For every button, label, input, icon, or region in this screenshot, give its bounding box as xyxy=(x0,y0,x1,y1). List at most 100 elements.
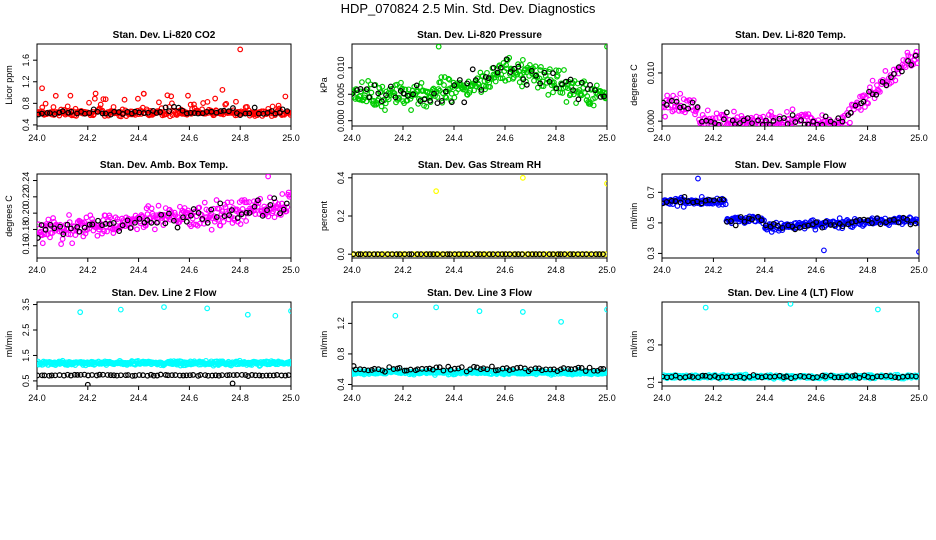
data-point xyxy=(882,68,889,74)
data-point xyxy=(216,372,222,379)
panel-2-series-reference xyxy=(352,56,607,107)
data-point xyxy=(557,366,564,373)
panel-3-points xyxy=(662,48,919,126)
data-point xyxy=(819,112,826,119)
panel-4-points xyxy=(37,174,291,247)
data-point xyxy=(522,365,528,372)
data-point xyxy=(235,209,242,216)
data-point xyxy=(60,231,67,238)
data-point xyxy=(523,81,530,88)
data-point xyxy=(451,82,458,89)
panel-7-points xyxy=(37,304,291,386)
data-point xyxy=(136,215,143,222)
data-point xyxy=(212,95,219,102)
data-point xyxy=(166,210,172,217)
data-point xyxy=(204,98,211,105)
data-point xyxy=(378,89,384,95)
data-point xyxy=(421,96,428,103)
panel-2-ytick-label: 0.005 xyxy=(336,83,346,106)
data-point xyxy=(749,120,755,126)
data-point xyxy=(502,77,509,84)
data-point xyxy=(382,368,388,375)
data-point xyxy=(904,373,911,380)
panel-8-frame xyxy=(351,301,608,387)
data-point xyxy=(503,62,510,68)
data-point xyxy=(902,64,909,71)
panel-9-xtick-label: 24.8 xyxy=(859,393,877,403)
data-point xyxy=(107,372,114,379)
data-point xyxy=(492,78,499,85)
data-point xyxy=(907,221,914,228)
data-point xyxy=(511,251,518,258)
data-point xyxy=(873,91,880,98)
data-point xyxy=(354,87,360,93)
data-point xyxy=(45,216,52,223)
panel-6-points xyxy=(662,175,919,255)
data-point xyxy=(114,372,120,379)
panel-9: Stan. Dev. Line 4 (LT) Flow ml/min 24.0 24.… xyxy=(629,288,928,403)
data-point xyxy=(891,70,897,77)
data-point xyxy=(74,371,81,378)
panel-1-ytick-label: 1.2 xyxy=(21,76,31,89)
data-point xyxy=(440,367,447,374)
data-point xyxy=(434,100,441,107)
panel-1-frame xyxy=(36,43,292,127)
panel-9-xtick-label: 25.0 xyxy=(910,393,928,403)
data-point xyxy=(219,372,226,379)
data-point xyxy=(122,372,129,379)
data-point xyxy=(375,90,382,97)
outlier-point xyxy=(519,56,526,63)
outlier-point xyxy=(787,302,794,307)
panel-1-title: Stan. Dev. Li-820 CO2 xyxy=(113,30,216,41)
data-point xyxy=(578,364,585,371)
data-point xyxy=(57,223,64,230)
data-point xyxy=(64,221,71,228)
data-point xyxy=(792,119,799,125)
data-point xyxy=(150,372,157,379)
data-point xyxy=(908,62,915,68)
panel-6-ytick-label: 0.7 xyxy=(646,186,656,199)
panel-3-xtick-label: 25.0 xyxy=(910,133,928,143)
data-point xyxy=(252,372,259,379)
panel-3-xtick-label: 24.8 xyxy=(859,133,877,143)
panel-2-xtick-label: 24.4 xyxy=(445,133,463,143)
panel-7-xtick-label: 25.0 xyxy=(282,393,300,403)
data-point xyxy=(226,212,233,219)
panel-7-ytick-label: 3.5 xyxy=(21,298,31,311)
panel-8-xtick-label: 24.6 xyxy=(496,393,514,403)
data-point xyxy=(844,373,850,380)
outlier-point xyxy=(874,306,881,313)
data-point xyxy=(839,374,845,381)
data-point xyxy=(555,67,562,74)
panel-5-xtick-label: 24.8 xyxy=(547,265,565,275)
data-point xyxy=(715,374,722,381)
panel-7-xtick-label: 24.0 xyxy=(28,393,46,403)
data-point xyxy=(89,221,96,228)
outlier-point xyxy=(604,306,607,313)
data-point xyxy=(217,108,224,114)
panel-3-title: Stan. Dev. Li-820 Temp. xyxy=(735,30,846,41)
panel-6-ytick-label: 0.3 xyxy=(646,247,656,260)
data-point xyxy=(100,96,107,103)
data-point xyxy=(759,121,766,126)
data-point xyxy=(582,368,589,374)
data-point xyxy=(572,365,579,372)
panel-9-series-main xyxy=(662,302,919,382)
data-point xyxy=(243,209,250,216)
data-point xyxy=(864,217,871,224)
data-point xyxy=(858,107,864,113)
data-point xyxy=(208,226,215,233)
data-point xyxy=(277,210,284,217)
data-point xyxy=(37,235,41,241)
data-point xyxy=(116,228,123,234)
panel-3: Stan. Dev. Li-820 Temp. degrees C 24.0 24.2… xyxy=(629,30,928,143)
data-point xyxy=(135,95,141,102)
data-point xyxy=(434,94,441,100)
data-point xyxy=(127,225,134,231)
data-point xyxy=(758,217,765,224)
data-point xyxy=(755,117,762,124)
data-point xyxy=(706,374,713,380)
data-point xyxy=(482,74,489,80)
panel-4-frame xyxy=(36,173,292,259)
